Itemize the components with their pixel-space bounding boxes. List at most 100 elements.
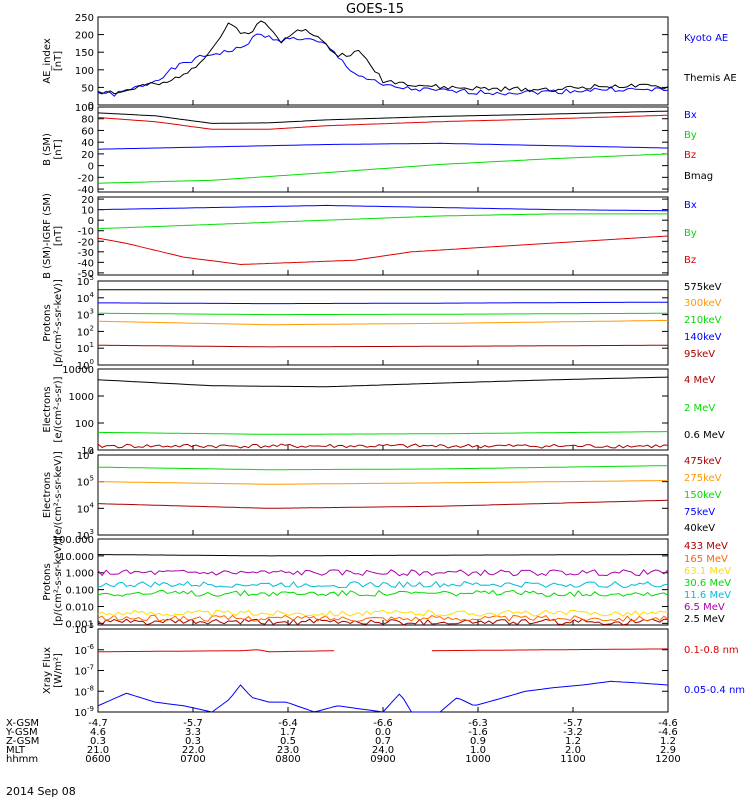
y-tick-label: 0 <box>88 162 94 173</box>
series-line <box>97 614 669 622</box>
panel-7: 0.001 0.010 0.100 1.000 10.000 100.000 Protons… <box>42 535 731 630</box>
y-axis-label: Electrons <box>42 386 53 432</box>
legend-label: 30.6 MeV <box>684 578 731 589</box>
plot-title: GOES-15 <box>346 2 404 17</box>
y-tick-label: 150 <box>75 48 94 59</box>
y-tick-label: 100 <box>75 419 94 430</box>
y-tick-label: -10 <box>78 227 94 238</box>
y-tick-label: 105 <box>77 274 94 288</box>
y-tick-label: 0.010 <box>65 602 94 613</box>
legend-label: 40keV <box>684 523 715 534</box>
y-tick-label: -40 <box>78 258 94 269</box>
y-tick-label: 200 <box>75 31 94 42</box>
ephemeris-value: 0.7 <box>375 736 391 747</box>
ephemeris-value: 1.2 <box>660 736 676 747</box>
y-axis-label: [p/(cm²-s-sr-keV)] <box>53 279 64 367</box>
series-line <box>97 443 669 449</box>
y-tick-label: 100 <box>75 66 94 77</box>
ephemeris-value: -4.7 <box>88 718 108 729</box>
ephemeris-row-label: Z-GSM <box>6 736 39 747</box>
y-tick-label: 20 <box>81 195 94 206</box>
legend-label: 475keV <box>684 456 722 467</box>
legend-label: 95keV <box>684 349 715 360</box>
ephemeris-value: 0.9 <box>470 736 486 747</box>
y-tick-label: 101 <box>77 341 94 355</box>
series-line <box>97 609 669 617</box>
ephemeris-value: 1.2 <box>565 736 581 747</box>
series-line <box>98 465 669 471</box>
ephemeris-value: 1200 <box>655 754 680 765</box>
ephemeris-value: 22.0 <box>182 745 204 756</box>
y-axis-label: [e/(cm²-s-sr)] <box>53 376 64 442</box>
y-tick-label: 106 <box>77 448 95 462</box>
legend-label: 433 MeV <box>684 541 728 552</box>
series-line <box>97 580 669 589</box>
series-line <box>97 153 669 184</box>
ephemeris-value: -4.6 <box>658 718 678 729</box>
legend-label: 575keV <box>684 282 722 293</box>
y-tick-label: 104 <box>77 501 95 515</box>
series-line <box>97 344 669 348</box>
series-line <box>98 312 668 316</box>
legend-label: 11.6 MeV <box>684 590 731 601</box>
ephemeris-value: 4.6 <box>90 727 106 738</box>
legend-label: 210keV <box>684 315 722 326</box>
ephemeris-value: 0600 <box>85 754 110 765</box>
series-line <box>97 618 669 626</box>
series-line <box>97 213 668 230</box>
series-line <box>98 431 668 435</box>
y-tick-label: -20 <box>78 237 94 248</box>
legend-label: 6.5 MeV <box>684 602 725 613</box>
ephemeris-value: 0.0 <box>375 727 391 738</box>
ephemeris-value: 1.0 <box>470 745 486 756</box>
ephemeris-value: 23.0 <box>277 745 299 756</box>
ephemeris-value: 1000 <box>465 754 490 765</box>
y-axis-label: [p/(cm²-s-sr-keV)] <box>53 538 64 626</box>
legend-label: 0.6 MeV <box>684 430 725 441</box>
y-tick-label: 0 <box>88 216 94 227</box>
series-line <box>97 33 669 97</box>
ephemeris-row-label: hhmm <box>6 754 38 765</box>
y-axis-label: Xray Flux <box>42 647 53 694</box>
y-tick-label: 40 <box>81 138 94 149</box>
ephemeris-value: 0900 <box>370 754 395 765</box>
ephemeris-value: -6.6 <box>373 718 393 729</box>
y-tick-label: 10 <box>81 206 94 217</box>
y-tick-label: 0 <box>88 101 94 112</box>
legend-label: Themis AE <box>683 73 737 84</box>
ephemeris-row-label: MLT <box>6 745 26 756</box>
legend-label: 150keV <box>684 490 722 501</box>
ephemeris-value: 0.3 <box>90 736 106 747</box>
ephemeris-table: X-GSM -4.7 -5.7 -6.4 -6.6 -6.3 -5.7 -4.6 Y-GSM 4.… <box>5 718 681 765</box>
ephemeris-value: -6.3 <box>468 718 488 729</box>
y-tick-label: 250 <box>75 13 94 24</box>
series-line <box>97 589 669 597</box>
y-axis-label: Electrons <box>42 472 53 518</box>
ephemeris-value: 0.5 <box>280 736 296 747</box>
y-tick-label: 0.001 <box>65 619 94 630</box>
y-tick-label: 50 <box>81 83 94 94</box>
legend-label: Bx <box>684 110 697 121</box>
series-line <box>97 235 669 266</box>
y-tick-label: 10-9 <box>74 705 94 719</box>
ephemeris-value: 3.3 <box>185 727 201 738</box>
ephemeris-value: -3.2 <box>563 727 583 738</box>
y-tick-label: 0.100 <box>65 586 94 597</box>
y-axis-label: B (SM) <box>42 133 53 166</box>
legend-label: By <box>684 130 697 141</box>
y-tick-label: 1.000 <box>65 569 94 580</box>
y-tick-label: 100.000 <box>53 535 94 546</box>
ephemeris-value: -6.4 <box>278 718 298 729</box>
series-line <box>97 110 669 124</box>
ephemeris-value: 24.0 <box>372 745 394 756</box>
y-tick-label: 105 <box>77 475 94 489</box>
ephemeris-value: -5.7 <box>183 718 203 729</box>
y-tick-label: 60 <box>81 126 94 137</box>
series-line <box>97 114 669 130</box>
y-tick-label: 20 <box>81 150 94 161</box>
legend-label: 300keV <box>684 298 722 309</box>
y-axis-label: B (SM)-IGRF (SM) <box>42 193 53 279</box>
